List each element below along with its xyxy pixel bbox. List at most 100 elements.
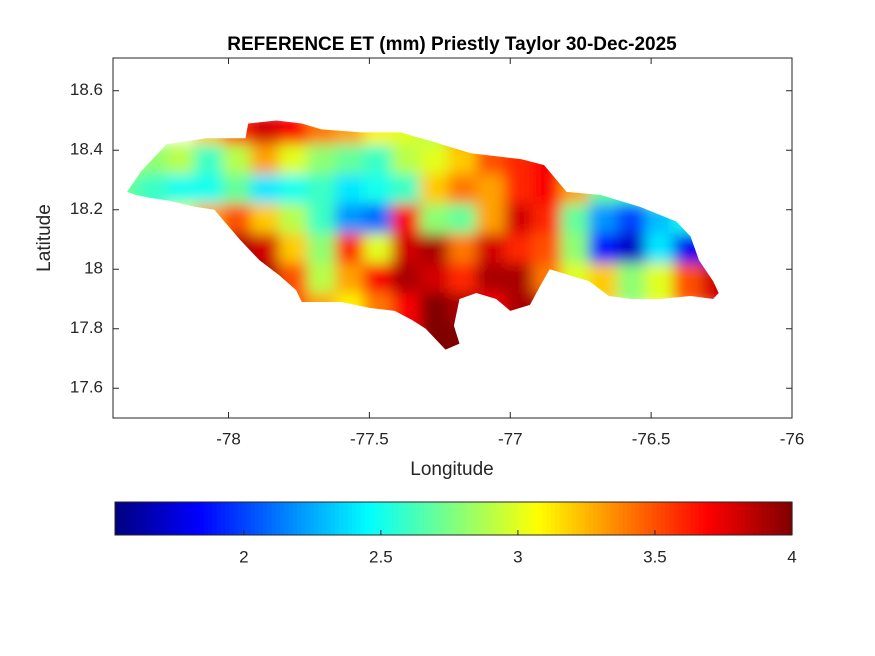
- colorbar-swatch: [601, 502, 607, 535]
- colorbar-swatch: [174, 502, 180, 535]
- colorbar-swatch: [698, 502, 704, 535]
- colorbar-swatch: [191, 502, 196, 535]
- colorbar-swatch: [567, 502, 573, 535]
- y-tick-label: 17.8: [70, 318, 103, 337]
- colorbar-swatch: [377, 502, 383, 535]
- colorbar-swatch: [432, 502, 438, 535]
- colorbar-swatch: [753, 502, 759, 535]
- colorbar-swatch: [779, 502, 785, 535]
- x-tick-label: -76.5: [632, 429, 671, 448]
- colorbar-swatch: [597, 502, 603, 535]
- colorbar-swatch: [280, 502, 285, 535]
- colorbar-swatch: [131, 502, 137, 535]
- colorbar-swatch: [766, 502, 772, 535]
- colorbar-swatch: [394, 502, 400, 535]
- colorbar-swatch: [322, 502, 328, 535]
- colorbar-swatch: [588, 502, 594, 535]
- colorbar-swatch: [195, 502, 201, 535]
- y-tick-label: 18.2: [70, 199, 103, 218]
- colorbar-swatch: [237, 502, 243, 535]
- colorbar-swatch: [478, 502, 484, 535]
- colorbar-swatch: [339, 502, 345, 535]
- colorbar-swatch: [466, 502, 472, 535]
- colorbar-swatch: [301, 502, 307, 535]
- colorbar-swatch: [669, 502, 675, 535]
- colorbar-swatch: [423, 502, 429, 535]
- colorbar-swatch: [639, 502, 645, 535]
- colorbar-swatch: [220, 502, 226, 535]
- colorbar-swatch: [542, 502, 548, 535]
- colorbar-swatch: [783, 502, 789, 535]
- colorbar-swatch: [445, 502, 450, 535]
- colorbar-swatch: [474, 502, 480, 535]
- colorbar-swatch: [208, 502, 213, 535]
- colorbar-swatch: [292, 502, 298, 535]
- colorbar-swatch: [284, 502, 290, 535]
- colorbar-swatch: [728, 502, 734, 535]
- colorbar-swatch: [140, 502, 146, 535]
- colorbar-swatch: [216, 502, 222, 535]
- colorbar-frame: [114, 501, 793, 536]
- colorbar-swatch: [250, 502, 256, 535]
- colorbar-swatch: [326, 502, 332, 535]
- colorbar-swatch: [356, 502, 362, 535]
- colorbar-swatch: [635, 502, 641, 535]
- colorbar-swatch: [610, 502, 615, 535]
- colorbar-swatch: [309, 502, 315, 535]
- colorbar-swatch: [402, 502, 408, 535]
- y-tick-label: 18: [84, 259, 103, 278]
- colorbar-swatch: [516, 502, 522, 535]
- colorbar-swatch: [660, 502, 666, 535]
- colorbar-swatch: [525, 502, 531, 535]
- colorbar-swatch: [313, 502, 319, 535]
- colorbar-swatch: [123, 502, 129, 535]
- colorbar-swatch: [381, 502, 387, 535]
- colorbar-swatch: [673, 502, 679, 535]
- colorbar-swatch: [411, 502, 417, 535]
- colorbar-swatch: [491, 502, 497, 535]
- colorbar-swatch: [182, 502, 188, 535]
- colorbar-swatch: [648, 502, 653, 535]
- x-tick-label: -78: [216, 429, 241, 448]
- colorbar-tick-label: 4: [787, 547, 796, 566]
- colorbar-swatch: [715, 502, 721, 535]
- colorbar-swatch: [419, 502, 425, 535]
- y-tick-label: 18.6: [70, 80, 103, 99]
- colorbar-swatch: [254, 502, 260, 535]
- colorbar-swatch: [246, 502, 251, 535]
- colorbar-swatch: [605, 502, 611, 535]
- colorbar-swatch: [203, 502, 209, 535]
- colorbar-swatch: [707, 502, 713, 535]
- colorbar-swatch: [686, 502, 692, 535]
- colorbar-swatch: [199, 502, 205, 535]
- colorbar-swatch: [233, 502, 239, 535]
- colorbar-swatch: [241, 502, 247, 535]
- colorbar-swatch: [529, 502, 535, 535]
- colorbar-tick-label: 2: [239, 547, 248, 566]
- colorbar-swatch: [694, 502, 700, 535]
- y-tick-label: 18.4: [70, 140, 103, 159]
- colorbar-swatch: [749, 502, 755, 535]
- colorbar-swatch: [508, 502, 514, 535]
- colorbar-swatch: [296, 502, 302, 535]
- colorbar-swatch: [736, 502, 742, 535]
- colorbar-swatch: [360, 502, 366, 535]
- colorbar-swatch: [229, 502, 235, 535]
- colorbar-swatch: [563, 502, 569, 535]
- colorbar-swatch: [373, 502, 378, 535]
- colorbar-swatch: [787, 502, 793, 535]
- colorbar-swatch: [762, 502, 768, 535]
- colorbar-swatch: [622, 502, 628, 535]
- colorbar-swatch: [178, 502, 184, 535]
- colorbar-tick-label: 3: [513, 547, 522, 566]
- colorbar-swatch: [461, 502, 467, 535]
- colorbar-swatch: [170, 502, 175, 535]
- colorbar-swatch: [453, 502, 459, 535]
- colorbar-swatch: [288, 502, 294, 535]
- colorbar-swatch: [745, 502, 751, 535]
- colorbar-swatch: [580, 502, 586, 535]
- colorbar-swatch: [406, 502, 412, 535]
- colorbar-swatch: [364, 502, 370, 535]
- colorbar-swatch: [665, 502, 670, 535]
- colorbar-swatch: [398, 502, 404, 535]
